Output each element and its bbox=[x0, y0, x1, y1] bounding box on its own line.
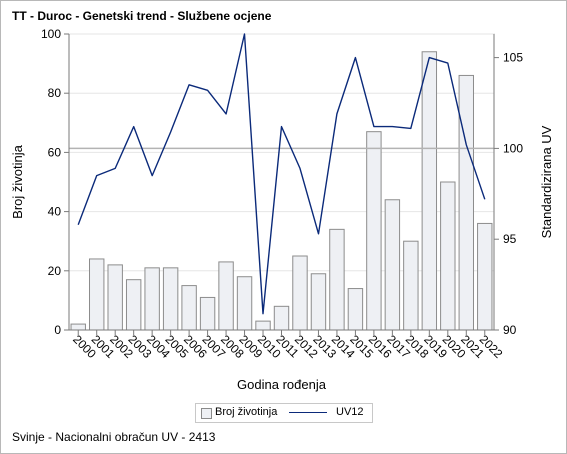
bar-2017 bbox=[384, 199, 401, 331]
y2-tick-label: 95 bbox=[503, 232, 517, 246]
bar-2001 bbox=[89, 258, 105, 331]
y-tick-label: 40 bbox=[48, 205, 62, 219]
y2-tick-label: 105 bbox=[503, 51, 523, 65]
bar-2022 bbox=[477, 222, 493, 331]
legend-line-label: UV12 bbox=[336, 406, 364, 418]
y-tick-label: 0 bbox=[54, 323, 61, 337]
y2-tick-label: 90 bbox=[503, 323, 517, 337]
bar-2000 bbox=[70, 323, 86, 331]
y-tick-label: 60 bbox=[48, 145, 62, 159]
legend-line-swatch bbox=[289, 412, 327, 413]
footnote: Svinje - Nacionalni obračun UV - 2413 bbox=[12, 430, 216, 444]
chart-title: TT - Duroc - Genetski trend - Službene o… bbox=[12, 9, 272, 23]
bar-2003 bbox=[125, 279, 142, 331]
y2-tick-label: 100 bbox=[503, 141, 523, 155]
legend-bar-label: Broj životinja bbox=[215, 406, 278, 418]
bar-2016 bbox=[366, 131, 382, 331]
y-axis-title: Broj životinja bbox=[10, 144, 25, 218]
x-axis-title: Godina rođenja bbox=[237, 377, 327, 392]
bar-2020 bbox=[440, 181, 456, 331]
bar-2015 bbox=[347, 288, 364, 331]
legend: Broj životinja UV12 bbox=[195, 403, 373, 423]
bar-2014 bbox=[329, 228, 345, 331]
legend-bar-swatch bbox=[201, 408, 212, 419]
axis-layer bbox=[64, 33, 499, 335]
bar-2011 bbox=[273, 305, 290, 331]
bar-2007 bbox=[199, 296, 216, 331]
bar-2019 bbox=[421, 51, 438, 331]
bar-2006 bbox=[181, 285, 197, 331]
bar-2012 bbox=[292, 255, 308, 331]
bar-2010 bbox=[255, 320, 271, 331]
y2-axis-title: Standardizirana UV bbox=[539, 125, 554, 238]
bar-2004 bbox=[144, 267, 160, 331]
bar-2008 bbox=[218, 261, 234, 331]
y-tick-label: 80 bbox=[48, 86, 62, 100]
line-layer bbox=[77, 33, 486, 315]
bar-2018 bbox=[403, 240, 419, 331]
bar-2002 bbox=[107, 264, 123, 331]
y-tick-label: 100 bbox=[41, 27, 61, 41]
bar-2021 bbox=[458, 74, 474, 331]
bar-2005 bbox=[162, 267, 179, 331]
bar-2013 bbox=[310, 273, 327, 331]
y-tick-label: 20 bbox=[48, 264, 62, 278]
uv12-line bbox=[77, 33, 486, 315]
bar-2009 bbox=[236, 276, 253, 331]
